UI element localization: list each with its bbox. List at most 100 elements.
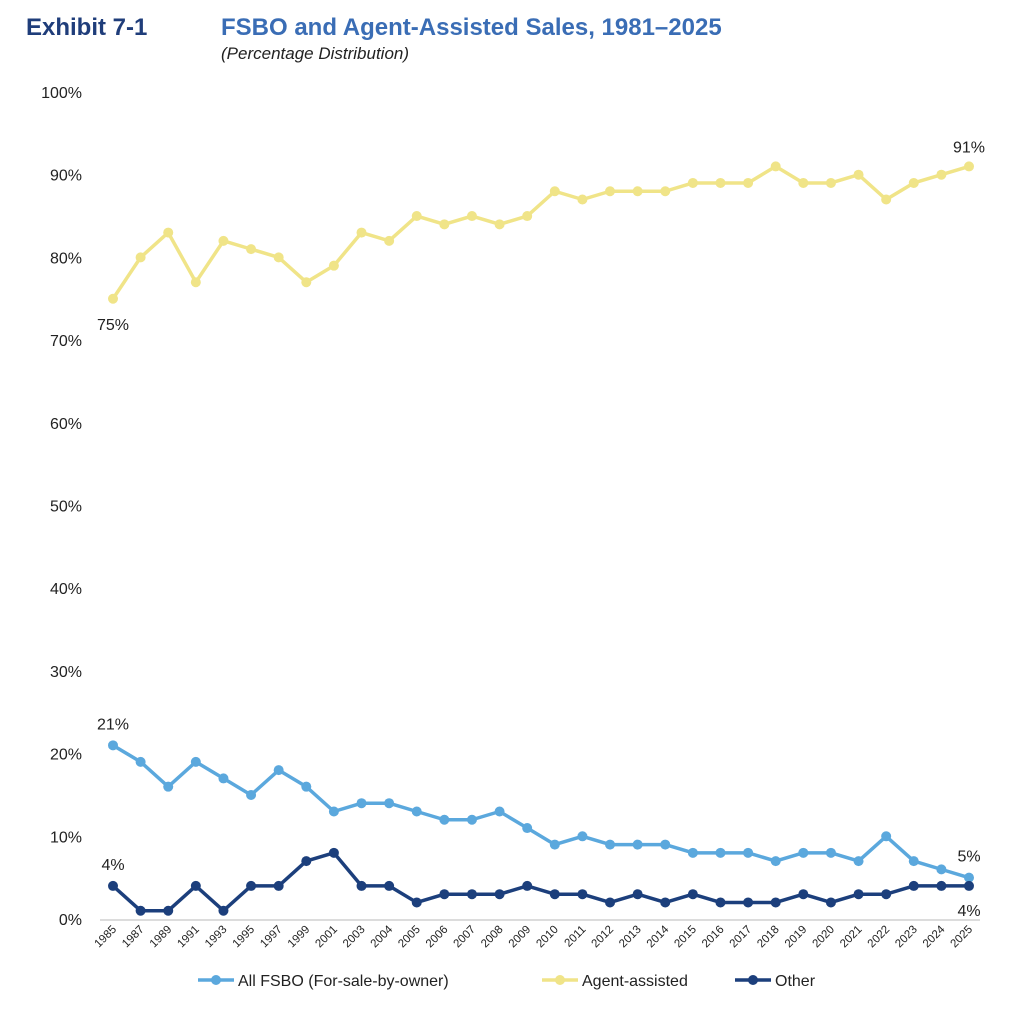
x-tick-label: 2004 [369,923,396,950]
legend-marker [748,975,758,985]
data-point-other [411,897,422,908]
data-point-agent-assisted [218,235,229,246]
data-point-agent-assisted [936,169,947,180]
data-point-all-fsbo-for-sale-by-owner [770,856,781,867]
data-point-agent-assisted [246,244,257,255]
data-point-all-fsbo-for-sale-by-owner [549,839,560,850]
data-point-agent-assisted [908,177,919,188]
x-tick-label: 2016 [700,924,727,951]
data-point-agent-assisted [273,252,284,263]
x-tick-label: 2023 [893,924,920,951]
data-point-other [964,880,974,891]
data-point-agent-assisted [328,260,339,271]
data-point-other [328,847,339,858]
series-line-all-fsbo-for-sale-by-owner [112,743,970,880]
legend-label: Other [775,973,816,990]
data-point-other [687,889,698,900]
data-point-all-fsbo-for-sale-by-owner [825,847,836,858]
x-tick-label: 2021 [838,924,865,951]
data-point-all-fsbo-for-sale-by-owner [439,814,450,825]
series-line-agent-assisted [111,164,970,300]
data-point-agent-assisted [660,186,671,197]
data-point-other [218,905,229,916]
x-tick-label: 2011 [563,924,589,950]
x-tick-label: 1989 [148,924,175,951]
data-point-agent-assisted [577,194,588,205]
data-label-last: 91% [953,139,985,156]
data-point-all-fsbo-for-sale-by-owner [605,839,616,850]
x-tick-label: 1997 [258,924,285,951]
data-point-agent-assisted [687,177,698,188]
data-label-last: 5% [957,849,980,866]
data-point-agent-assisted [549,186,560,197]
x-tick-label: 2009 [507,924,534,951]
data-point-other [798,889,809,900]
x-tick-label: 2006 [424,924,451,951]
data-point-all-fsbo-for-sale-by-owner [632,839,643,850]
data-point-all-fsbo-for-sale-by-owner [411,806,422,817]
x-tick-label: 1991 [175,924,202,951]
data-point-other [190,880,201,891]
data-point-all-fsbo-for-sale-by-owner [743,847,754,858]
data-point-all-fsbo-for-sale-by-owner [687,847,698,858]
data-point-agent-assisted [881,194,892,205]
data-point-other [246,880,257,891]
data-point-agent-assisted [494,219,505,230]
data-point-agent-assisted [605,186,616,197]
x-tick-label: 2019 [783,924,810,951]
exhibit-label: Exhibit 7-1 [26,14,148,41]
data-point-agent-assisted [301,277,312,288]
data-point-agent-assisted [190,277,201,288]
data-point-agent-assisted [356,227,367,238]
data-point-agent-assisted [135,252,146,263]
data-label-first: 21% [97,716,129,733]
data-point-all-fsbo-for-sale-by-owner [301,781,312,792]
data-point-all-fsbo-for-sale-by-owner [964,872,974,883]
data-point-agent-assisted [715,177,726,188]
data-point-all-fsbo-for-sale-by-owner [660,839,671,850]
data-point-all-fsbo-for-sale-by-owner [108,740,118,751]
data-point-all-fsbo-for-sale-by-owner [273,765,284,776]
x-tick-label: 2015 [672,924,699,951]
data-point-other [908,880,919,891]
data-point-other [494,889,505,900]
data-point-all-fsbo-for-sale-by-owner [853,856,864,867]
data-point-all-fsbo-for-sale-by-owner [384,798,395,809]
data-point-other [356,880,367,891]
data-point-agent-assisted [853,169,864,180]
data-point-all-fsbo-for-sale-by-owner [577,831,588,842]
data-point-agent-assisted [825,177,836,188]
data-point-other [522,880,533,891]
y-tick-label: 10% [50,829,82,846]
data-point-all-fsbo-for-sale-by-owner [466,814,477,825]
x-tick-label: 2020 [810,924,837,951]
chart-subtitle: (Percentage Distribution) [221,44,410,63]
data-point-other [770,897,781,908]
x-tick-label: 2022 [866,924,893,951]
x-tick-label: 2010 [534,924,561,951]
data-point-other [715,897,726,908]
data-point-other [273,880,284,891]
x-tick-label: 1995 [231,924,258,951]
data-point-agent-assisted [439,219,450,230]
data-point-agent-assisted [411,211,422,222]
x-tick-label: 2018 [755,924,782,951]
data-point-other [936,880,947,891]
data-point-agent-assisted [466,211,477,222]
x-tick-label: 2013 [617,924,644,951]
data-point-other [135,905,146,916]
data-point-all-fsbo-for-sale-by-owner [522,823,533,834]
data-point-other [163,905,174,916]
x-tick-label: 2008 [479,924,506,951]
y-tick-label: 70% [50,333,82,350]
y-tick-label: 80% [50,250,82,267]
data-point-agent-assisted [632,186,643,197]
data-point-agent-assisted [163,227,174,238]
legend-marker [555,975,565,985]
y-tick-label: 90% [50,168,82,185]
x-tick-label: 1987 [120,924,147,951]
x-tick-label: 1993 [203,924,230,951]
data-point-agent-assisted [108,293,118,304]
data-point-all-fsbo-for-sale-by-owner [494,806,505,817]
data-point-other [853,889,864,900]
